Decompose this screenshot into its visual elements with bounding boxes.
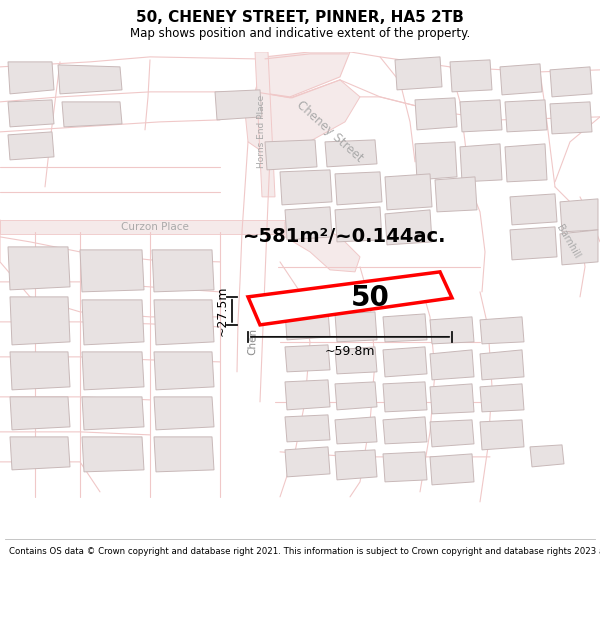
Polygon shape (58, 65, 122, 94)
Polygon shape (505, 100, 547, 132)
Polygon shape (383, 347, 427, 377)
Polygon shape (285, 222, 360, 272)
Polygon shape (80, 250, 144, 292)
Polygon shape (460, 144, 502, 182)
Polygon shape (154, 352, 214, 390)
Text: Contains OS data © Crown copyright and database right 2021. This information is : Contains OS data © Crown copyright and d… (9, 547, 600, 556)
Polygon shape (285, 345, 330, 372)
Polygon shape (395, 57, 442, 90)
Polygon shape (10, 352, 70, 390)
Polygon shape (335, 347, 377, 374)
Polygon shape (480, 384, 524, 412)
Polygon shape (248, 272, 452, 325)
Polygon shape (285, 380, 330, 410)
Polygon shape (285, 207, 332, 240)
Polygon shape (435, 177, 477, 212)
Polygon shape (82, 300, 144, 345)
Polygon shape (385, 174, 432, 210)
Polygon shape (335, 382, 377, 410)
Polygon shape (450, 60, 492, 92)
Polygon shape (285, 310, 330, 340)
Polygon shape (500, 64, 542, 95)
Polygon shape (154, 437, 214, 472)
Text: Curzon Place: Curzon Place (121, 222, 189, 232)
Polygon shape (10, 437, 70, 470)
Polygon shape (8, 247, 70, 290)
Text: 50, CHENEY STREET, PINNER, HA5 2TB: 50, CHENEY STREET, PINNER, HA5 2TB (136, 9, 464, 24)
Polygon shape (82, 397, 144, 430)
Polygon shape (385, 210, 432, 245)
Polygon shape (560, 199, 598, 232)
Polygon shape (430, 454, 474, 485)
Polygon shape (8, 100, 54, 127)
Polygon shape (335, 207, 382, 242)
Polygon shape (10, 397, 70, 430)
Polygon shape (430, 317, 474, 344)
Text: Map shows position and indicative extent of the property.: Map shows position and indicative extent… (130, 28, 470, 41)
Polygon shape (285, 447, 330, 477)
Polygon shape (560, 230, 598, 265)
Polygon shape (383, 382, 427, 412)
Polygon shape (215, 90, 262, 120)
Polygon shape (8, 62, 54, 94)
Polygon shape (285, 415, 330, 442)
Polygon shape (430, 350, 474, 380)
Polygon shape (383, 452, 427, 482)
Polygon shape (265, 140, 317, 170)
Text: Horns End Place: Horns End Place (257, 95, 266, 169)
Polygon shape (82, 352, 144, 390)
Polygon shape (505, 144, 547, 182)
Polygon shape (550, 102, 592, 134)
Text: Chen: Chen (248, 328, 259, 356)
Polygon shape (383, 417, 427, 444)
Polygon shape (480, 317, 524, 344)
Polygon shape (510, 227, 557, 260)
Polygon shape (8, 132, 54, 160)
Polygon shape (325, 140, 377, 167)
Text: 50: 50 (350, 284, 389, 312)
Polygon shape (255, 52, 350, 97)
Text: Barnhill: Barnhill (554, 223, 581, 261)
Polygon shape (152, 250, 214, 292)
Text: ~581m²/~0.144ac.: ~581m²/~0.144ac. (243, 228, 447, 246)
Polygon shape (430, 384, 474, 414)
Polygon shape (530, 445, 564, 467)
Polygon shape (335, 312, 377, 342)
Polygon shape (335, 450, 377, 480)
Polygon shape (415, 142, 457, 180)
Polygon shape (10, 297, 70, 345)
Polygon shape (62, 102, 122, 127)
Polygon shape (245, 80, 360, 157)
Polygon shape (280, 170, 332, 205)
Text: ~59.8m: ~59.8m (325, 345, 375, 358)
Polygon shape (255, 52, 275, 197)
Text: ~27.5m: ~27.5m (216, 286, 229, 336)
Polygon shape (510, 194, 557, 225)
Polygon shape (154, 300, 214, 345)
Polygon shape (550, 67, 592, 97)
Polygon shape (480, 350, 524, 380)
Polygon shape (415, 98, 457, 130)
Polygon shape (430, 420, 474, 447)
Polygon shape (480, 420, 524, 450)
Polygon shape (335, 172, 382, 205)
Polygon shape (82, 437, 144, 472)
Text: Cheney Street: Cheney Street (294, 99, 366, 165)
Polygon shape (0, 220, 310, 234)
Polygon shape (460, 100, 502, 132)
Polygon shape (383, 314, 427, 342)
Polygon shape (335, 417, 377, 444)
Polygon shape (154, 397, 214, 430)
